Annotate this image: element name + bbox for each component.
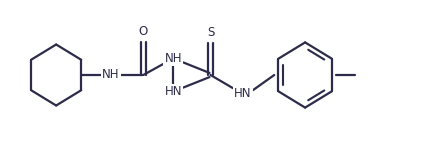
Text: NH: NH — [102, 69, 120, 81]
Text: O: O — [139, 25, 148, 38]
Text: HN: HN — [164, 85, 182, 98]
Text: NH: NH — [164, 52, 182, 65]
Text: HN: HN — [234, 87, 252, 100]
Text: S: S — [207, 26, 214, 39]
